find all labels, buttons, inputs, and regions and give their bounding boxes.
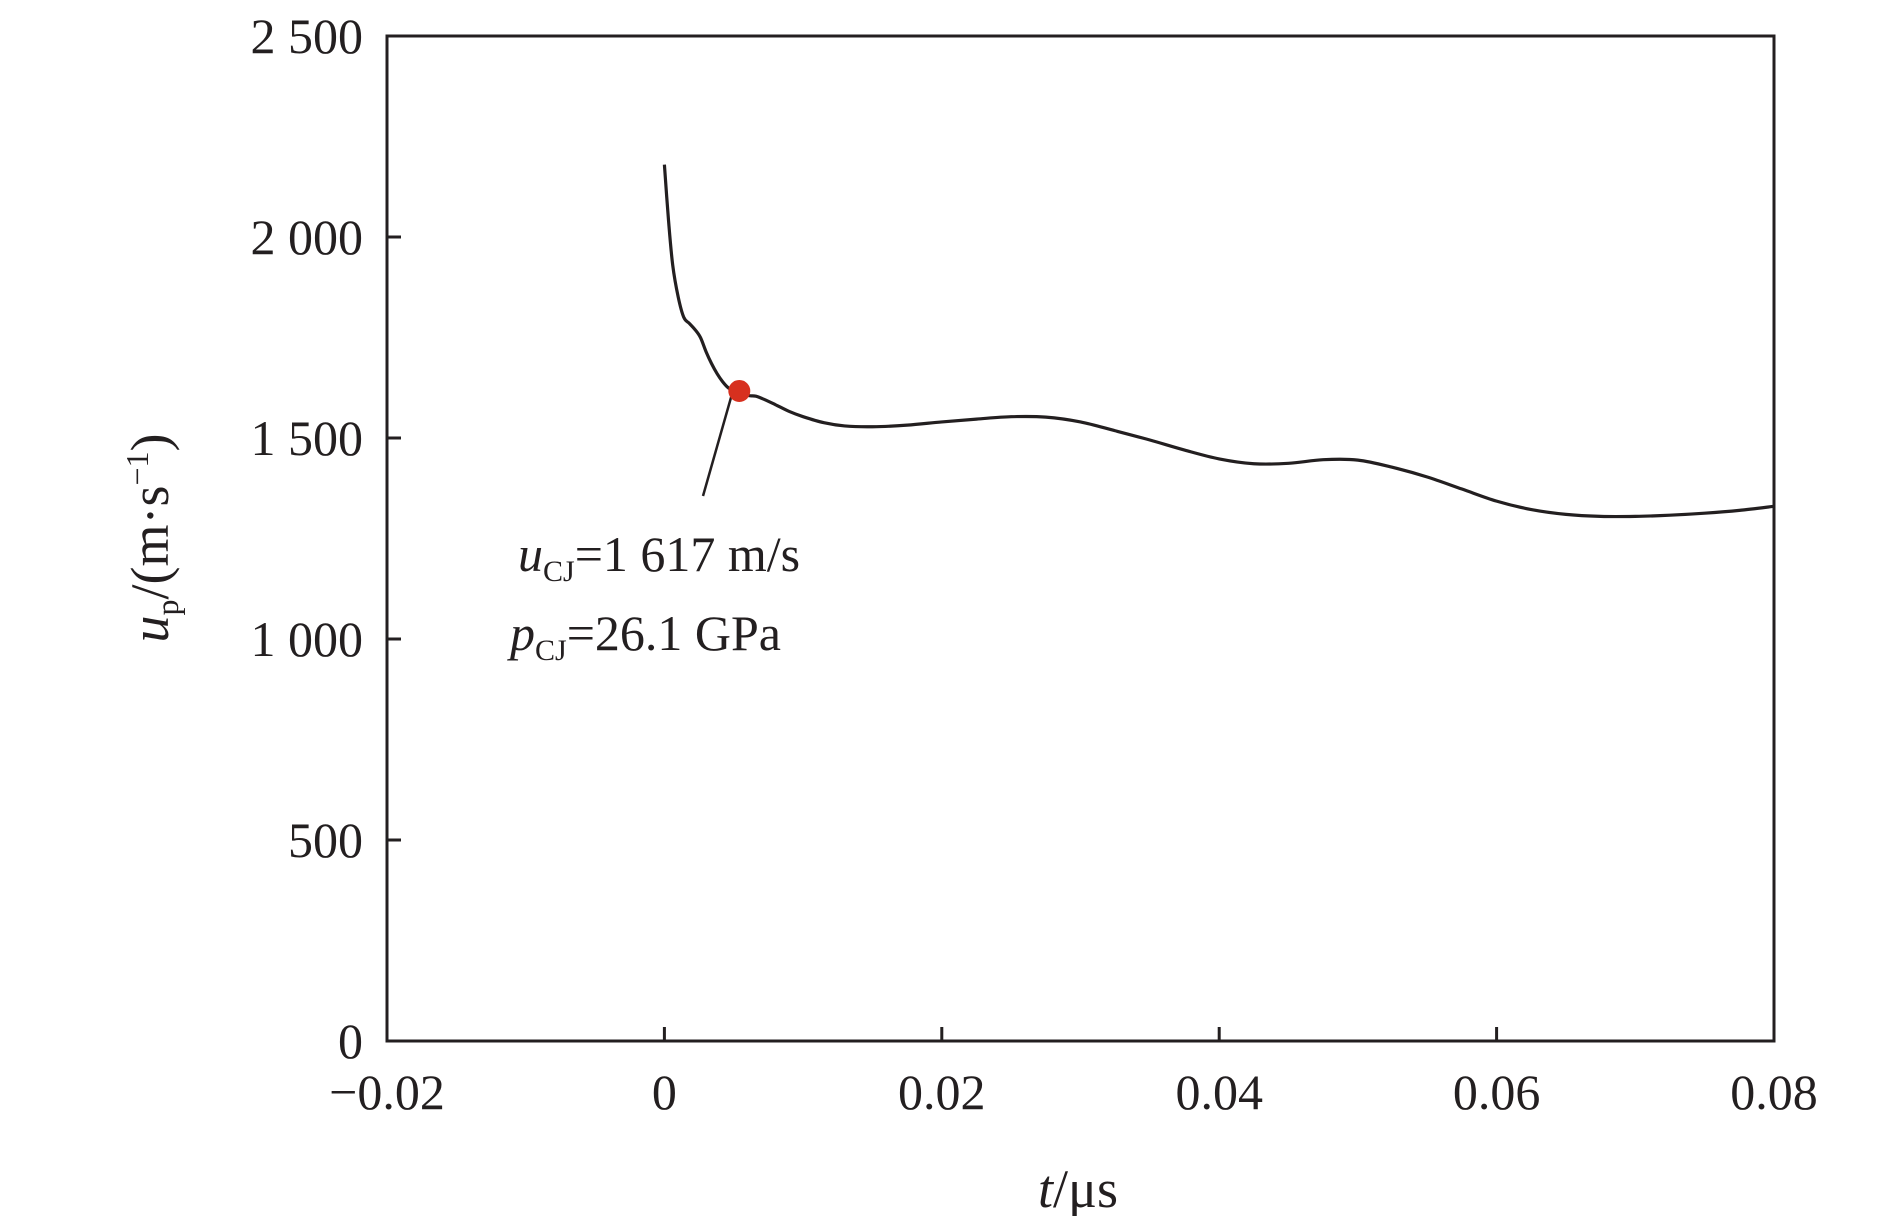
y-ticks: 0 500 1 000 1 500 2 000 2 500 <box>251 8 401 1069</box>
y-tick-label: 2 000 <box>251 209 364 265</box>
x-ticks: −0.02 0 0.02 0.04 0.06 0.08 <box>329 1027 1818 1120</box>
series-line <box>662 164 1775 519</box>
x-axis-label: t/μs <box>1038 1159 1118 1216</box>
y-tick-label: 1 000 <box>251 611 364 667</box>
y-tick-label: 500 <box>288 812 363 868</box>
y-tick-label: 1 500 <box>251 410 364 466</box>
y-tick-label: 0 <box>338 1013 363 1069</box>
x-tick-label: 0 <box>652 1064 677 1120</box>
cj-point-marker <box>728 379 751 402</box>
y-axis-label: up/(m·s−1) <box>119 433 185 642</box>
annotation-u-cj: uCJ=1 617 m/s <box>518 526 800 588</box>
x-tick-label: 0.04 <box>1175 1064 1263 1120</box>
y-tick-label: 2 500 <box>251 8 364 64</box>
annotation-p-cj: pCJ=26.1 GPa <box>507 605 781 667</box>
x-tick-label: 0.08 <box>1730 1064 1818 1120</box>
x-tick-label: 0.06 <box>1453 1064 1541 1120</box>
plot-frame <box>385 34 1776 1043</box>
x-tick-label: −0.02 <box>329 1064 445 1120</box>
x-tick-label: 0.02 <box>898 1064 986 1120</box>
annotation-leader-line <box>701 386 736 497</box>
